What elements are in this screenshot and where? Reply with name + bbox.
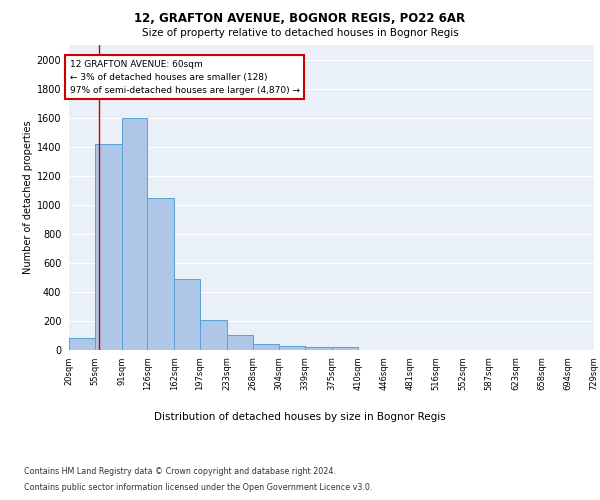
Text: Contains public sector information licensed under the Open Government Licence v3: Contains public sector information licen… bbox=[24, 482, 373, 492]
Bar bbox=[200, 320, 227, 350]
Bar bbox=[227, 336, 253, 350]
Bar bbox=[122, 118, 148, 350]
Y-axis label: Number of detached properties: Number of detached properties bbox=[23, 120, 32, 274]
Bar bbox=[279, 346, 305, 350]
Text: 12 GRAFTON AVENUE: 60sqm
← 3% of detached houses are smaller (128)
97% of semi-d: 12 GRAFTON AVENUE: 60sqm ← 3% of detache… bbox=[70, 60, 300, 95]
Text: Distribution of detached houses by size in Bognor Regis: Distribution of detached houses by size … bbox=[154, 412, 446, 422]
Bar bbox=[148, 198, 174, 350]
Text: 12, GRAFTON AVENUE, BOGNOR REGIS, PO22 6AR: 12, GRAFTON AVENUE, BOGNOR REGIS, PO22 6… bbox=[134, 12, 466, 26]
Bar bbox=[253, 344, 279, 350]
Bar bbox=[69, 338, 95, 350]
Bar bbox=[95, 144, 122, 350]
Bar bbox=[332, 347, 358, 350]
Bar bbox=[305, 347, 332, 350]
Bar bbox=[174, 279, 200, 350]
Text: Size of property relative to detached houses in Bognor Regis: Size of property relative to detached ho… bbox=[142, 28, 458, 38]
Text: Contains HM Land Registry data © Crown copyright and database right 2024.: Contains HM Land Registry data © Crown c… bbox=[24, 468, 336, 476]
